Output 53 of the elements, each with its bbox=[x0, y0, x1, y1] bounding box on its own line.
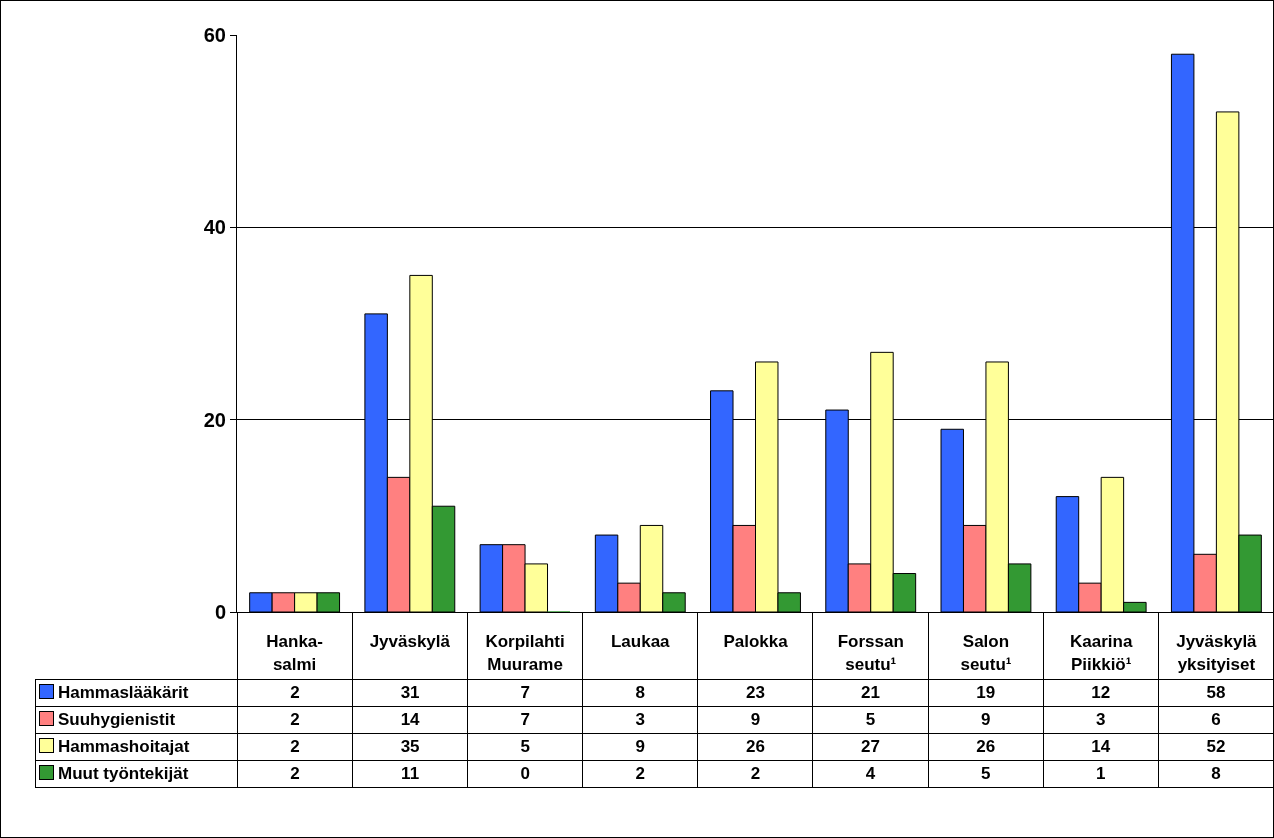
y-tick-label: 60 bbox=[203, 24, 226, 46]
x-tick-label: Palokka bbox=[723, 632, 789, 652]
data-label: 7 bbox=[467, 679, 583, 707]
data-label: 2 bbox=[237, 733, 353, 761]
y-tick-label: 40 bbox=[203, 216, 226, 239]
data-label: 5 bbox=[928, 760, 1044, 788]
data-label: 35 bbox=[352, 733, 468, 761]
data-label: 12 bbox=[1043, 679, 1159, 707]
data-label: 5 bbox=[812, 706, 929, 734]
data-label: 7 bbox=[467, 706, 583, 734]
data-label: 2 bbox=[697, 760, 813, 788]
x-tick-label: Laukaa bbox=[610, 632, 671, 652]
data-label: 19 bbox=[928, 679, 1044, 707]
x-tick-label: Kaarina Piikkiö¹ bbox=[1069, 632, 1133, 674]
x-tick-label: Hanka- salmi bbox=[266, 632, 323, 674]
data-label: 2 bbox=[582, 760, 698, 788]
x-tick-label: Salon seutu¹ bbox=[960, 632, 1012, 674]
legend-label: Muut työntekijät bbox=[35, 760, 238, 788]
data-label: 14 bbox=[352, 706, 468, 734]
data-label: 2 bbox=[237, 760, 353, 788]
data-label: 52 bbox=[1158, 733, 1274, 761]
data-label: 26 bbox=[697, 733, 813, 761]
x-tick-label: Forssan seutu¹ bbox=[837, 632, 904, 674]
x-tick-label: Jyväskylä yksityiset bbox=[1176, 632, 1258, 674]
data-label: 31 bbox=[352, 679, 468, 707]
legend-label: Suuhygienistit bbox=[35, 706, 238, 734]
data-label: 11 bbox=[352, 760, 468, 788]
legend-label: Hammashoitajat bbox=[35, 733, 238, 761]
data-label: 23 bbox=[697, 679, 813, 707]
data-label: 9 bbox=[928, 706, 1044, 734]
data-label: 0 bbox=[467, 760, 583, 788]
data-label: 2 bbox=[237, 679, 353, 707]
y-tick-label: 0 bbox=[214, 601, 226, 623]
data-label: 3 bbox=[582, 706, 698, 734]
data-label: 21 bbox=[812, 679, 929, 707]
data-label: 5 bbox=[467, 733, 583, 761]
data-label: 4 bbox=[812, 760, 929, 788]
data-label: 27 bbox=[812, 733, 929, 761]
data-label: 26 bbox=[928, 733, 1044, 761]
data-label: 6 bbox=[1158, 706, 1274, 734]
x-tick-label: Korpilahti Muurame bbox=[485, 632, 565, 674]
data-label: 2 bbox=[237, 706, 353, 734]
y-tick-label: 20 bbox=[203, 408, 226, 431]
data-label: 14 bbox=[1043, 733, 1159, 761]
data-label: 1 bbox=[1043, 760, 1159, 788]
data-label: 3 bbox=[1043, 706, 1159, 734]
legend-label: Hammaslääkärit bbox=[35, 679, 238, 707]
data-label: 9 bbox=[582, 733, 698, 761]
x-tick-label: Jyväskylä bbox=[369, 632, 451, 652]
data-label: 9 bbox=[697, 706, 813, 734]
data-label: 8 bbox=[1158, 760, 1274, 788]
data-label: 8 bbox=[582, 679, 698, 707]
data-label: 58 bbox=[1158, 679, 1274, 707]
